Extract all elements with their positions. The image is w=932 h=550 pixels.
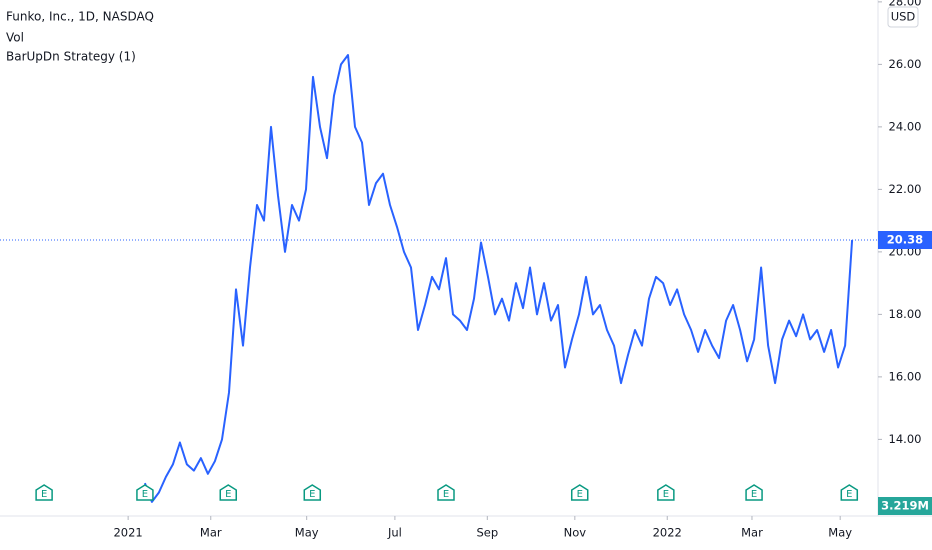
price-line (143, 54, 854, 503)
earnings-marker (657, 484, 675, 501)
earnings-marker (745, 484, 763, 501)
earnings-label: E (41, 489, 47, 500)
earnings-label: E (443, 489, 449, 500)
earnings-marker (136, 484, 154, 501)
y-tick-label: 16.00 (889, 369, 922, 383)
x-tick-label: May (828, 526, 852, 540)
last-price-label: 20.38 (887, 233, 923, 247)
x-tick-label: Nov (564, 526, 587, 540)
earnings-label: E (577, 489, 583, 500)
x-tick-label: 2022 (653, 526, 682, 540)
x-tick-label: Mar (200, 526, 222, 540)
x-tick-label: Mar (741, 526, 763, 540)
earnings-label: E (663, 489, 669, 500)
x-tick-label: Sep (476, 526, 498, 540)
earnings-marker (35, 484, 53, 501)
y-tick-label: 18.00 (889, 307, 922, 321)
last-price-box (878, 231, 932, 249)
indicator-label: Vol (6, 31, 24, 45)
volume-label: 3.219M (881, 499, 929, 513)
x-tick-label: 2021 (113, 526, 142, 540)
currency-box[interactable] (887, 6, 919, 28)
earnings-marker (570, 484, 589, 501)
currency-label[interactable]: USD (891, 10, 916, 24)
y-tick-label: 24.00 (889, 119, 922, 133)
y-tick-label: 22.00 (889, 182, 922, 196)
earnings-label: E (751, 489, 757, 500)
earnings-label: E (225, 489, 231, 500)
earnings-marker (840, 484, 859, 501)
earnings-label: E (309, 489, 315, 500)
indicator-label: BarUpDn Strategy (1) (6, 50, 136, 64)
y-tick-label: 28.00 (889, 0, 922, 8)
y-tick-label: 14.00 (889, 432, 922, 446)
earnings-marker (437, 484, 455, 501)
x-tick-label: May (295, 526, 319, 540)
earnings-label: E (142, 489, 148, 500)
volume-box (878, 497, 932, 515)
y-tick-label: 26.00 (889, 57, 922, 71)
earnings-label: E (846, 489, 852, 500)
earnings-marker (303, 484, 322, 501)
x-tick-label: Jul (387, 526, 402, 540)
chart-title: Funko, Inc., 1D, NASDAQ (6, 10, 154, 24)
earnings-marker (219, 484, 238, 501)
